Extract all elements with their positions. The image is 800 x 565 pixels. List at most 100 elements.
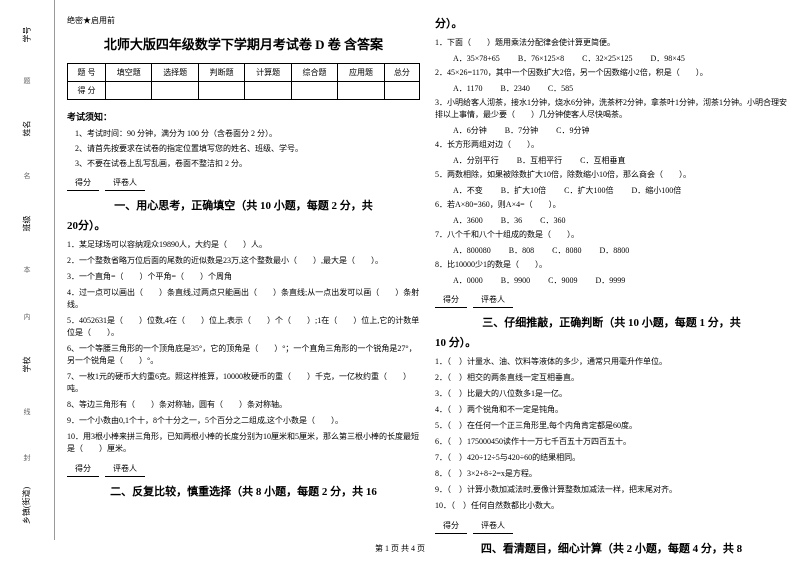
margin-label: 班级 <box>22 216 33 232</box>
opt: D．缩小100倍 <box>631 185 681 196</box>
section3-title: 三、仔细推敲，正确判断（共 10 小题，每题 1 分，共 <box>435 314 788 330</box>
dash: 名 <box>22 172 32 181</box>
score-cell: 评卷人 <box>473 518 513 534</box>
opts: A．6分钟 B．7分钟 C．9分钟 <box>435 125 788 136</box>
opts: A．1170 B．2340 C．585 <box>435 83 788 94</box>
dash: 题 <box>22 77 32 86</box>
score-cell: 得分 <box>435 518 467 534</box>
q: 10．（ ）任何自然数都比小数大。 <box>435 500 788 512</box>
right-column: 分）。 1．下面（ ）题用乘法分配律会使计算更简便。 A．35×78+65 B．… <box>435 15 788 535</box>
section1-sub: 20分）。 <box>67 217 420 233</box>
section3-sub: 10 分）。 <box>435 334 788 350</box>
th: 选择题 <box>152 64 198 82</box>
opt: C．9分钟 <box>556 125 589 136</box>
th: 填空题 <box>106 64 152 82</box>
exam-title: 北师大版四年级数学下学期月考试卷 D 卷 含答案 <box>67 34 420 53</box>
opt: A．35×78+65 <box>453 53 500 64</box>
td <box>338 82 384 100</box>
q: 2．一个整数省略万位后面的尾数的近似数是23万,这个整数最小（ ）,最大是（ ）… <box>67 255 420 267</box>
q: 9．（ ）计算小数加减法时,要像计算整数加减法一样，把末尾对齐。 <box>435 484 788 496</box>
notice-item: 3、不要在试卷上乱写乱画，卷面不整洁扣 2 分。 <box>67 158 420 169</box>
opt: B．7分钟 <box>505 125 538 136</box>
td <box>384 82 419 100</box>
section1-title: 一、用心思考，正确填空（共 10 小题，每题 2 分，共 <box>67 197 420 213</box>
th: 应用题 <box>338 64 384 82</box>
opt: A．6分钟 <box>453 125 487 136</box>
q: 4．（ ）两个锐角和不一定是钝角。 <box>435 404 788 416</box>
opt: C．9009 <box>548 275 577 286</box>
th: 综合题 <box>291 64 337 82</box>
score-cell: 得分 <box>67 175 99 191</box>
opts: A．不变 B．扩大10倍 C．扩大100倍 D．缩小100倍 <box>435 185 788 196</box>
q: 7、一枚1元的硬币大约重6克。照这样推算，10000枚硬币的重（ ）千克，一亿枚… <box>67 371 420 395</box>
opt: C．互相垂直 <box>580 155 625 166</box>
q: 6、一个等腰三角形的一个顶角底是35°，它的顶角是（ ）°；一个直角三角形的一个… <box>67 343 420 367</box>
dash: 线 <box>22 408 32 417</box>
dash: 封 <box>22 454 32 463</box>
q: 2．（ ）相交的两条直线一定互相垂直。 <box>435 372 788 384</box>
q: 8．比10000少1的数是（ ）。 <box>435 259 788 271</box>
q: 3．一个直角=（ ）个平角=（ ）个周角 <box>67 271 420 283</box>
q: 8、等边三角形有（ ）条对称轴，圆有（ ）条对称轴。 <box>67 399 420 411</box>
th: 判断题 <box>198 64 244 82</box>
opts: A．分别平行 B．互相平行 C．互相垂直 <box>435 155 788 166</box>
opt: B．76×125×8 <box>518 53 564 64</box>
margin-label: 学校 <box>22 357 33 373</box>
opt: B．2340 <box>500 83 529 94</box>
opt: B．808 <box>509 245 534 256</box>
opts: A．3600 B．36 C．360 <box>435 215 788 226</box>
notice-title: 考试须知： <box>67 110 420 123</box>
q: 6．若A×80=360，则A×4=（ ）。 <box>435 199 788 211</box>
secret-label: 绝密★启用前 <box>67 15 420 26</box>
th: 计算题 <box>245 64 291 82</box>
score-box: 得分 评卷人 <box>67 461 420 477</box>
margin-label: 乡镇(街道) <box>21 487 32 524</box>
opt: C．360 <box>540 215 565 226</box>
opt: C．扩大100倍 <box>564 185 613 196</box>
opt: C．585 <box>548 83 573 94</box>
q: 7．（ ）420÷12÷5与420÷60的结果相同。 <box>435 452 788 464</box>
q: 4．过一点可以画出（ ）条直线,过两点只能画出（ ）条直线;从一点出发可以画（ … <box>67 287 420 311</box>
td <box>291 82 337 100</box>
opt: A．3600 <box>453 215 483 226</box>
q: 1．（ ）计量水、油、饮料等液体的多少，通常只用毫升作单位。 <box>435 356 788 368</box>
opt: C．8080 <box>552 245 581 256</box>
opt: B．互相平行 <box>517 155 562 166</box>
section2-title: 二、反复比较，慎重选择（共 8 小题，每题 2 分，共 16 <box>67 483 420 499</box>
opts: A．0000 B．9900 C．9009 D．9999 <box>435 275 788 286</box>
q: 4．长方形两组对边（ ）。 <box>435 139 788 151</box>
score-cell: 评卷人 <box>473 292 513 308</box>
score-cell: 评卷人 <box>105 175 145 191</box>
score-cell: 得分 <box>435 292 467 308</box>
binding-margin: 学号 题 姓名 名 班级 本 内 学校 线 封 乡镇(街道) <box>0 0 55 540</box>
opt: A．不变 <box>453 185 483 196</box>
q: 1．下面（ ）题用乘法分配律会使计算更简便。 <box>435 37 788 49</box>
dash: 本 <box>22 266 32 275</box>
margin-label: 学号 <box>22 26 33 42</box>
td <box>245 82 291 100</box>
score-table: 题 号 填空题 选择题 判断题 计算题 综合题 应用题 总分 得 分 <box>67 63 420 100</box>
q: 7．八个千和八个十组成的数是（ ）。 <box>435 229 788 241</box>
opt: D．98×45 <box>651 53 685 64</box>
score-box: 得分 评卷人 <box>435 292 788 308</box>
td <box>106 82 152 100</box>
opt: C．32×25×125 <box>582 53 632 64</box>
notice-item: 2、请首先按要求在试卷的指定位置填写您的姓名、班级、学号。 <box>67 143 420 154</box>
td <box>198 82 244 100</box>
section4-title: 四、看清题目，细心计算（共 2 小题，每题 4 分，共 8 <box>435 540 788 556</box>
th: 题 号 <box>68 64 106 82</box>
left-column: 绝密★启用前 北师大版四年级数学下学期月考试卷 D 卷 含答案 题 号 填空题 … <box>67 15 420 535</box>
opt: B．36 <box>501 215 522 226</box>
opt: D．8800 <box>599 245 629 256</box>
content-area: 绝密★启用前 北师大版四年级数学下学期月考试卷 D 卷 含答案 题 号 填空题 … <box>55 0 800 540</box>
q: 9．一个小数由0,1个十，8个十分之一，5个百分之二组成,这个小数是（ ）。 <box>67 415 420 427</box>
q: 5．（ ）在任何一个正三角形里,每个内角肯定都是60度。 <box>435 420 788 432</box>
td: 得 分 <box>68 82 106 100</box>
opt: A．0000 <box>453 275 483 286</box>
opt: B．扩大10倍 <box>501 185 546 196</box>
dash: 内 <box>22 313 32 322</box>
opt: A．1170 <box>453 83 482 94</box>
opt: A．分别平行 <box>453 155 499 166</box>
q: 3．（ ）比最大的八位数多1是一亿。 <box>435 388 788 400</box>
opts: A．800080 B．808 C．8080 D．8800 <box>435 245 788 256</box>
